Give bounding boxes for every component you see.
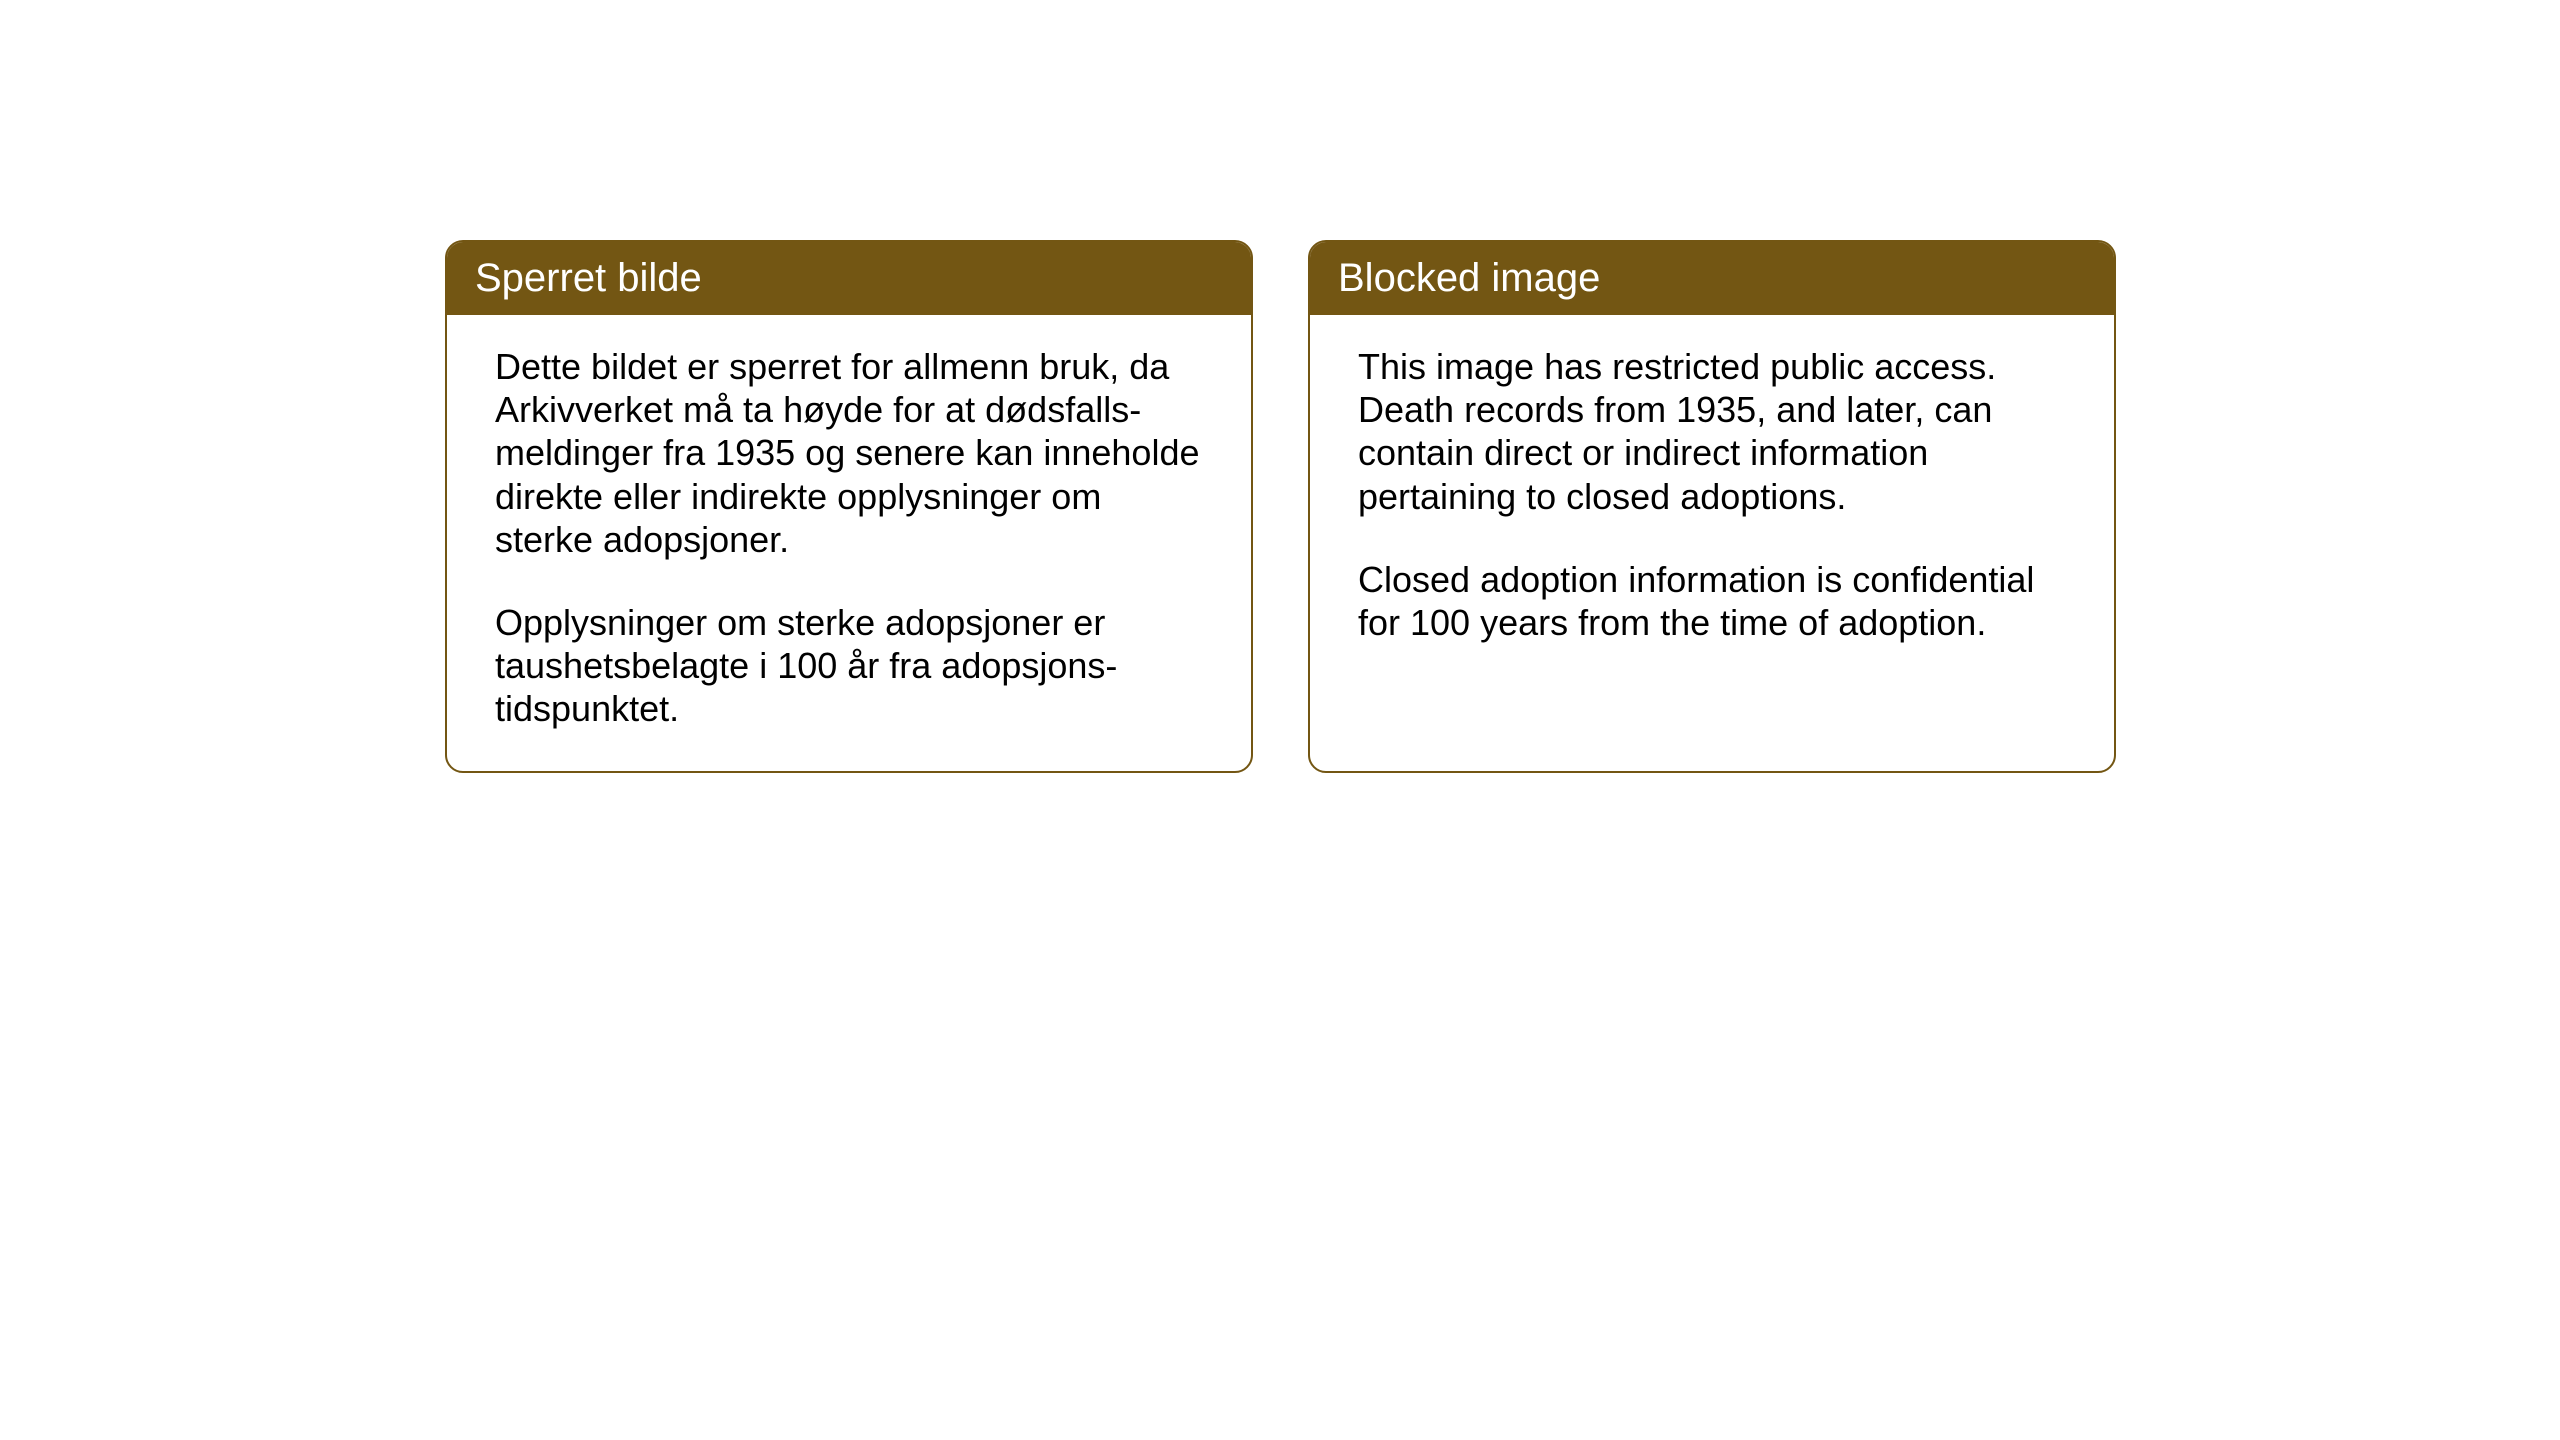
card-paragraph1-norwegian: Dette bildet er sperret for allmenn bruk… <box>495 345 1203 561</box>
card-body-norwegian: Dette bildet er sperret for allmenn bruk… <box>447 315 1251 771</box>
card-body-english: This image has restricted public access.… <box>1310 315 2114 684</box>
card-title-norwegian: Sperret bilde <box>475 256 702 300</box>
card-paragraph2-english: Closed adoption information is confident… <box>1358 558 2066 644</box>
notice-container: Sperret bilde Dette bildet er sperret fo… <box>445 240 2116 773</box>
card-paragraph2-norwegian: Opplysninger om sterke adopsjoner er tau… <box>495 601 1203 731</box>
notice-card-norwegian: Sperret bilde Dette bildet er sperret fo… <box>445 240 1253 773</box>
notice-card-english: Blocked image This image has restricted … <box>1308 240 2116 773</box>
card-header-norwegian: Sperret bilde <box>447 242 1251 315</box>
card-header-english: Blocked image <box>1310 242 2114 315</box>
card-paragraph1-english: This image has restricted public access.… <box>1358 345 2066 518</box>
card-title-english: Blocked image <box>1338 256 1600 300</box>
